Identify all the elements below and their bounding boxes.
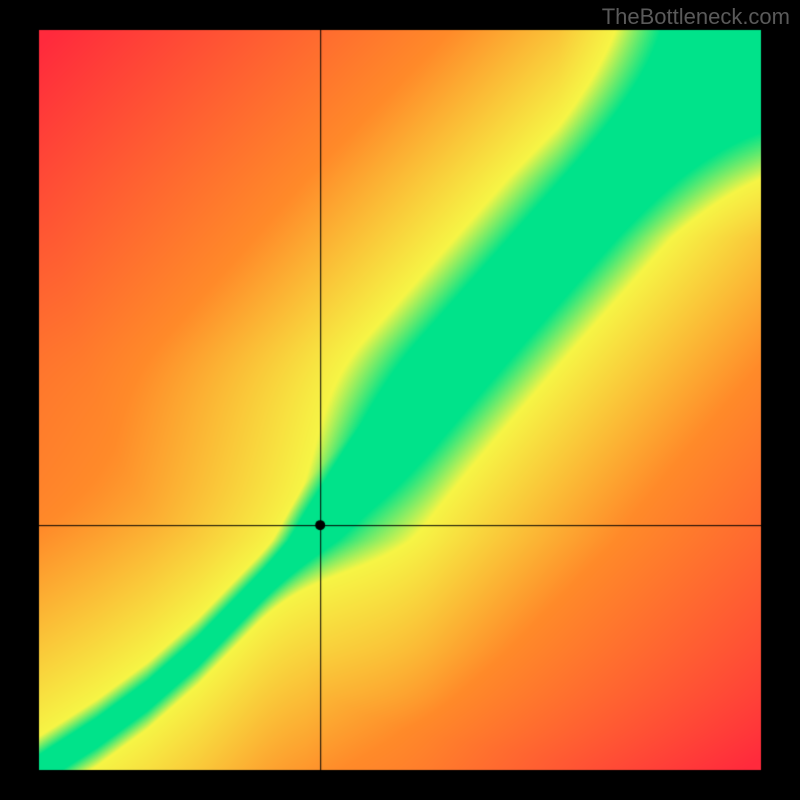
watermark-text: TheBottleneck.com [602,4,790,30]
chart-container: TheBottleneck.com [0,0,800,800]
heatmap-plot [0,0,800,800]
